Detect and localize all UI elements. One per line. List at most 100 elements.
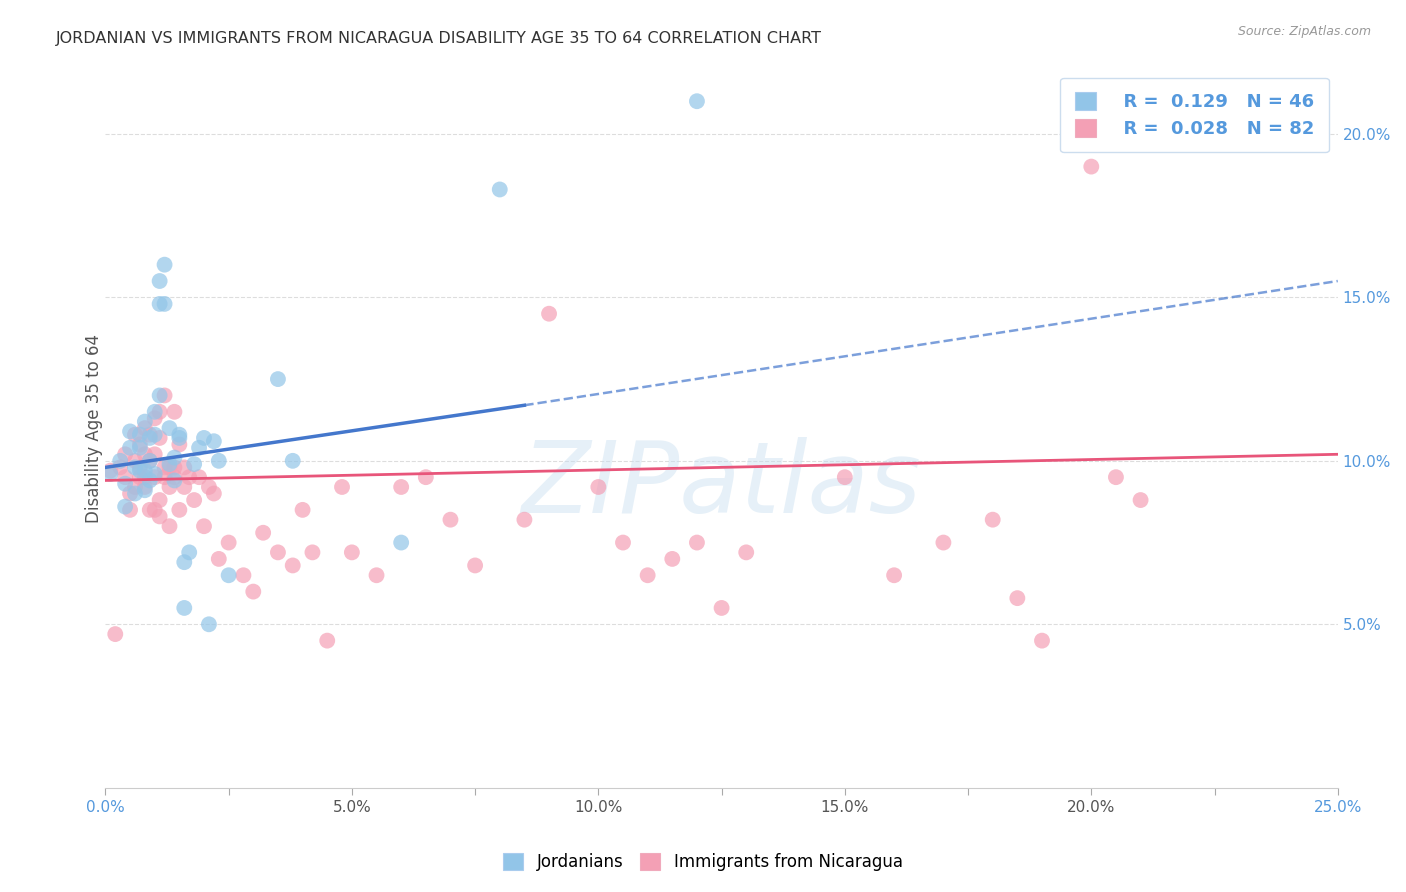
Point (104, 627, 127, 641)
Point (281, 558, 304, 573)
Point (134, 447, 156, 461)
Point (252, 525, 274, 540)
Point (129, 427, 152, 442)
Point (149, 509, 172, 524)
Point (183, 493, 205, 508)
Point (173, 555, 195, 569)
Point (267, 545, 290, 559)
Point (124, 427, 146, 442)
Point (143, 405, 166, 419)
Point (114, 470, 136, 484)
Point (208, 454, 231, 468)
Point (169, 427, 191, 442)
Point (139, 454, 162, 468)
Point (1129, 493, 1152, 508)
Point (389, 535, 412, 549)
Point (538, 307, 561, 321)
Point (202, 486, 225, 500)
Point (588, 480, 610, 494)
Point (124, 460, 146, 475)
Point (163, 405, 186, 419)
Point (124, 454, 146, 468)
Point (415, 470, 437, 484)
Point (291, 503, 314, 517)
Point (188, 441, 211, 455)
Point (163, 470, 186, 484)
Point (120, 425, 142, 439)
Point (108, 460, 131, 475)
Point (143, 447, 166, 461)
Point (612, 535, 634, 549)
Point (1105, 470, 1128, 484)
Point (163, 450, 186, 465)
Point (98, 464, 121, 478)
Point (198, 617, 221, 632)
Point (188, 470, 211, 484)
Point (202, 434, 225, 449)
Point (129, 470, 152, 484)
Point (883, 568, 905, 582)
Point (1080, 160, 1102, 174)
Point (686, 94, 709, 108)
Text: ZIPatlas: ZIPatlas (522, 437, 921, 534)
Legend: Jordanians, Immigrants from Nicaragua: Jordanians, Immigrants from Nicaragua (495, 845, 911, 880)
Point (686, 535, 709, 549)
Point (108, 454, 131, 468)
Point (129, 441, 152, 455)
Point (439, 513, 461, 527)
Legend:   R =  0.129   N = 46,   R =  0.028   N = 82: R = 0.129 N = 46, R = 0.028 N = 82 (1060, 78, 1329, 153)
Point (143, 411, 166, 425)
Point (153, 470, 176, 484)
Point (153, 258, 176, 272)
Point (143, 427, 166, 442)
Point (637, 568, 659, 582)
Point (149, 297, 172, 311)
Point (183, 457, 205, 471)
Point (134, 483, 156, 498)
Point (267, 372, 290, 386)
Point (139, 454, 162, 468)
Point (129, 460, 152, 475)
Point (153, 297, 176, 311)
Point (159, 457, 181, 471)
Point (163, 474, 186, 488)
Point (139, 474, 162, 488)
Point (389, 480, 412, 494)
Y-axis label: Disability Age 35 to 64: Disability Age 35 to 64 (86, 334, 103, 523)
Point (139, 427, 162, 442)
Point (464, 558, 486, 573)
Point (114, 500, 136, 514)
Point (163, 460, 186, 475)
Text: JORDANIAN VS IMMIGRANTS FROM NICARAGUA DISABILITY AGE 35 TO 64 CORRELATION CHART: JORDANIAN VS IMMIGRANTS FROM NICARAGUA D… (56, 31, 823, 46)
Point (208, 552, 231, 566)
Point (179, 470, 201, 484)
Point (366, 568, 388, 582)
Point (159, 519, 181, 533)
Point (134, 464, 156, 478)
Point (198, 480, 221, 494)
Point (661, 552, 683, 566)
Point (513, 513, 536, 527)
Point (173, 480, 195, 494)
Point (149, 405, 172, 419)
Point (134, 480, 156, 494)
Point (120, 503, 142, 517)
Point (149, 431, 172, 445)
Point (129, 464, 152, 478)
Point (330, 480, 353, 494)
Point (834, 470, 856, 484)
Point (242, 584, 264, 599)
Point (232, 568, 254, 582)
Point (735, 545, 758, 559)
Point (124, 486, 146, 500)
Point (1031, 633, 1053, 648)
Point (143, 503, 166, 517)
Point (98, 467, 121, 481)
Point (143, 467, 166, 481)
Point (173, 601, 195, 615)
Point (179, 545, 201, 559)
Point (169, 503, 191, 517)
Point (124, 480, 146, 494)
Point (488, 182, 510, 196)
Point (193, 519, 215, 533)
